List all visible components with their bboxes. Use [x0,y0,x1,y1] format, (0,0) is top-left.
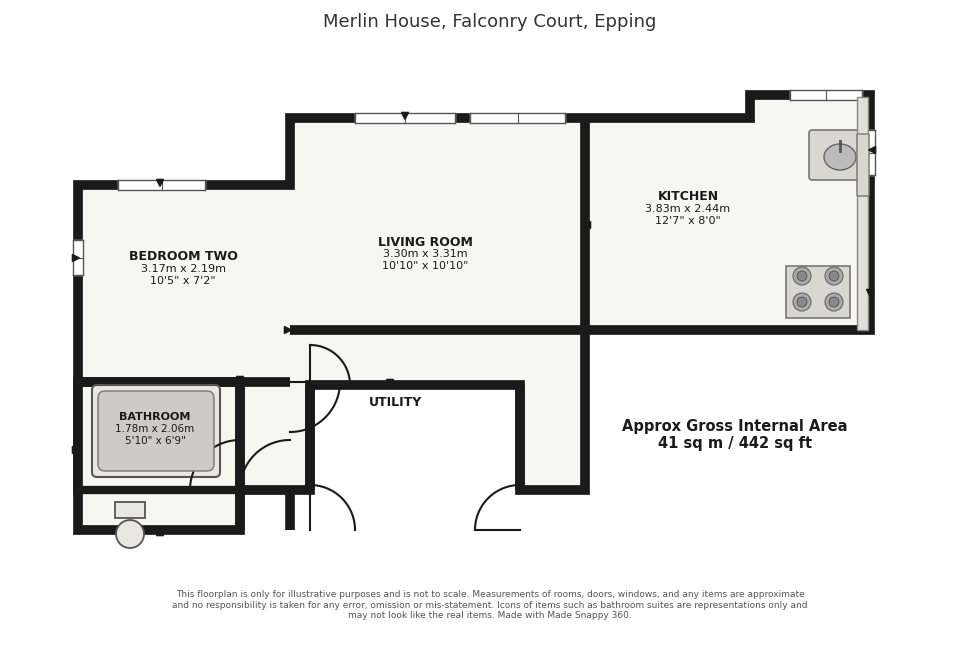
Polygon shape [866,289,873,296]
Circle shape [793,293,811,311]
Polygon shape [584,221,591,229]
Polygon shape [386,379,394,387]
FancyBboxPatch shape [809,130,867,180]
Circle shape [793,267,811,285]
Polygon shape [402,112,409,119]
Text: BEDROOM TWO: BEDROOM TWO [128,251,237,264]
Polygon shape [73,447,79,453]
Text: UTILITY: UTILITY [368,396,421,409]
Polygon shape [73,255,79,261]
Ellipse shape [116,520,144,548]
Polygon shape [157,528,164,535]
Text: MILLERS: MILLERS [267,266,613,334]
Bar [786,266,850,318]
Polygon shape [236,376,243,383]
FancyBboxPatch shape [98,391,214,471]
Circle shape [825,267,843,285]
Ellipse shape [824,144,856,170]
FancyBboxPatch shape [857,134,869,196]
FancyBboxPatch shape [92,385,220,477]
Circle shape [829,297,839,307]
Circle shape [829,271,839,281]
Bar [857,97,868,330]
Text: Merlin House, Falconry Court, Epping: Merlin House, Falconry Court, Epping [323,13,657,31]
Circle shape [797,271,807,281]
Text: 1.78m x 2.06m
5'10" x 6'9": 1.78m x 2.06m 5'10" x 6'9" [116,424,195,446]
Text: 3.83m x 2.44m
12'7" x 8'0": 3.83m x 2.44m 12'7" x 8'0" [646,204,730,226]
Text: BATHROOM: BATHROOM [120,412,191,422]
Polygon shape [78,382,240,530]
Polygon shape [284,326,291,334]
Circle shape [825,293,843,311]
Text: This floorplan is only for illustrative purposes and is not to scale. Measuremen: This floorplan is only for illustrative … [172,590,808,620]
Polygon shape [157,180,164,186]
Circle shape [797,297,807,307]
Polygon shape [78,95,870,490]
Bar [115,502,145,518]
Text: LIVING ROOM: LIVING ROOM [377,236,472,249]
Polygon shape [868,146,875,153]
Text: 3.30m x 3.31m
10'10" x 10'10": 3.30m x 3.31m 10'10" x 10'10" [382,249,468,271]
Text: KITCHEN: KITCHEN [658,191,718,204]
Text: Approx Gross Internal Area
41 sq m / 442 sq ft: Approx Gross Internal Area 41 sq m / 442… [622,419,848,451]
Text: 3.17m x 2.19m
10'5" x 7'2": 3.17m x 2.19m 10'5" x 7'2" [140,264,225,286]
